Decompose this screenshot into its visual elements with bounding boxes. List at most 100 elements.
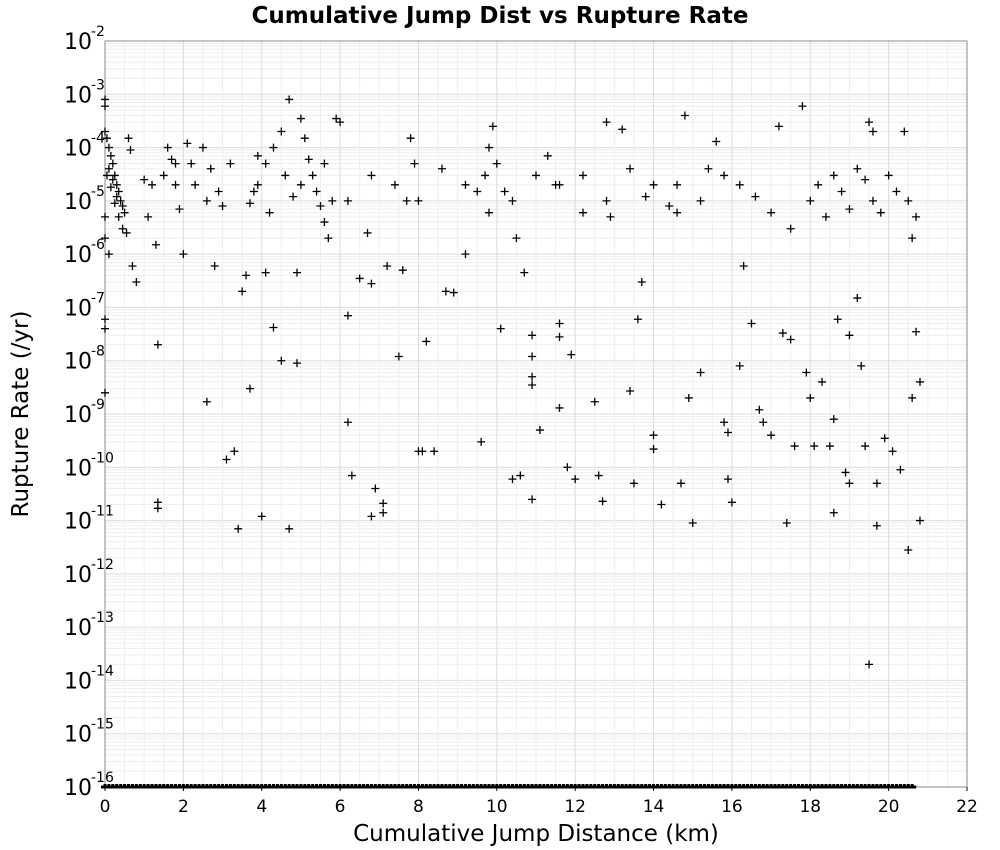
data-point xyxy=(120,208,129,217)
data-point xyxy=(684,393,693,402)
data-point xyxy=(379,508,388,517)
data-point xyxy=(908,393,917,402)
data-point xyxy=(118,202,127,211)
data-point xyxy=(277,127,286,136)
x-tick-label: 20 xyxy=(878,797,900,817)
data-point xyxy=(104,143,113,152)
data-point xyxy=(872,521,881,530)
data-point xyxy=(896,465,905,474)
y-tick-label: 10 -6 xyxy=(64,237,105,268)
y-tick-exponent: -2 xyxy=(91,24,105,40)
data-point xyxy=(269,143,278,152)
data-point xyxy=(265,208,274,217)
data-point xyxy=(261,268,270,277)
data-point xyxy=(806,196,815,205)
data-point xyxy=(555,332,564,341)
data-point xyxy=(312,187,321,196)
data-point xyxy=(257,512,266,521)
data-point xyxy=(242,271,251,280)
data-point xyxy=(118,224,127,233)
data-point xyxy=(218,202,227,211)
data-point xyxy=(238,287,247,296)
data-point xyxy=(367,279,376,288)
y-tick-label: 10 -2 xyxy=(64,24,105,55)
x-tick-label: 2 xyxy=(178,797,189,817)
data-point xyxy=(104,250,113,259)
data-point xyxy=(786,224,795,233)
data-point xyxy=(665,202,674,211)
data-point xyxy=(598,497,607,506)
data-point xyxy=(214,187,223,196)
data-point xyxy=(853,164,862,173)
data-point xyxy=(336,118,345,127)
data-point xyxy=(253,180,262,189)
data-point xyxy=(249,187,258,196)
data-point xyxy=(528,352,537,361)
x-tick-label: 10 xyxy=(486,797,508,817)
data-point xyxy=(269,323,278,332)
data-point xyxy=(367,171,376,180)
data-point xyxy=(727,498,736,507)
data-point xyxy=(347,471,356,480)
data-point xyxy=(292,268,301,277)
data-point xyxy=(153,340,162,349)
x-tick-label: 6 xyxy=(335,797,346,817)
y-tick-label: 10 -4 xyxy=(64,131,105,162)
y-tick-label: 10 -7 xyxy=(64,290,105,321)
data-point xyxy=(226,159,235,168)
data-point xyxy=(755,405,764,414)
data-point xyxy=(473,187,482,196)
data-point xyxy=(626,387,635,396)
data-point xyxy=(277,356,286,365)
y-tick-base: 10 xyxy=(64,30,92,55)
data-point xyxy=(649,445,658,454)
data-point xyxy=(285,95,294,104)
data-point xyxy=(837,187,846,196)
y-tick-base: 10 xyxy=(64,243,92,268)
data-point xyxy=(876,208,885,217)
data-point xyxy=(778,329,787,338)
data-point xyxy=(187,159,196,168)
data-point xyxy=(320,218,329,227)
y-tick-base: 10 xyxy=(64,616,92,641)
data-point xyxy=(657,500,666,509)
data-point xyxy=(868,196,877,205)
data-points xyxy=(101,95,924,789)
data-point xyxy=(406,134,415,143)
data-point xyxy=(528,495,537,504)
data-point xyxy=(884,171,893,180)
data-point xyxy=(383,261,392,270)
data-point xyxy=(712,137,721,146)
data-point xyxy=(179,250,188,259)
data-point xyxy=(782,519,791,528)
data-point xyxy=(112,192,121,201)
data-point xyxy=(461,180,470,189)
data-point xyxy=(532,171,540,180)
data-point xyxy=(629,479,638,488)
y-tick-base: 10 xyxy=(64,669,92,694)
data-point xyxy=(367,512,376,521)
data-point xyxy=(912,327,921,336)
y-tick-base: 10 xyxy=(64,776,92,801)
data-point xyxy=(191,180,200,189)
data-point xyxy=(245,199,254,208)
data-point xyxy=(114,212,123,221)
data-point xyxy=(904,546,913,555)
data-point xyxy=(281,171,290,180)
y-tick-exponent: -13 xyxy=(91,610,114,626)
x-axis-label: Cumulative Jump Distance (km) xyxy=(353,821,719,847)
data-point xyxy=(806,393,815,402)
y-tick-base: 10 xyxy=(64,350,92,375)
data-point xyxy=(912,212,921,221)
data-point xyxy=(300,134,309,143)
data-point xyxy=(512,234,521,243)
data-point xyxy=(829,508,838,517)
data-point xyxy=(829,171,838,180)
y-tick-exponent: -9 xyxy=(91,397,105,413)
data-point xyxy=(202,397,211,406)
data-point xyxy=(520,268,529,277)
y-tick-label: 10 -14 xyxy=(64,663,114,694)
y-tick-exponent: -11 xyxy=(91,504,114,520)
data-point xyxy=(821,212,830,221)
